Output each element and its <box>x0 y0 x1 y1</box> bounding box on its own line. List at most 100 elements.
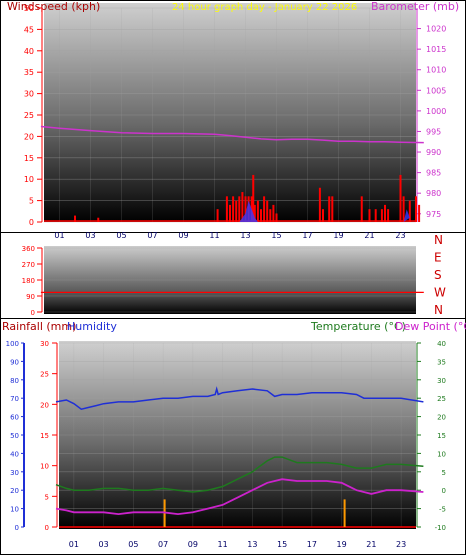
humidity-line <box>55 386 424 411</box>
temp-tick-label: 35 <box>437 358 446 366</box>
compass-label: S <box>434 268 442 282</box>
direction-tick-label: 180 <box>22 277 35 285</box>
wind-tick-label: 20 <box>24 132 34 141</box>
temp-x-tick-label: 03 <box>99 540 109 549</box>
humidity-tick-label: 50 <box>10 432 19 440</box>
direction-tick-label: 0 <box>31 309 35 317</box>
wind-x-tick-label: 23 <box>395 231 405 240</box>
wind-bar <box>238 196 241 222</box>
wind-bar <box>74 215 76 222</box>
temp-x-tick-label: 23 <box>396 540 406 549</box>
wind-bar <box>97 217 100 222</box>
humidity-tick-label: 90 <box>10 358 19 366</box>
wind-tick-label: 25 <box>24 111 34 120</box>
wind-bar <box>418 204 421 222</box>
temp-tick-label: -5 <box>439 506 446 514</box>
wind-bar <box>250 196 253 222</box>
temp-tick-label: 30 <box>437 377 446 385</box>
wind-bar <box>229 204 231 222</box>
temp-x-tick-label: 21 <box>366 540 376 549</box>
wind-tick-label: 30 <box>24 90 34 99</box>
wind-bar <box>318 187 321 222</box>
rainfall-axis-label: Rainfall (mm) <box>2 320 76 333</box>
temp-tick-label: 25 <box>437 395 446 403</box>
wind-bar <box>252 174 255 222</box>
temp-x-tick-label: 19 <box>337 540 347 549</box>
wind-bar <box>408 200 411 222</box>
humidity-axis-label: Humidity <box>67 320 117 333</box>
wind-tick-label: 35 <box>24 68 34 77</box>
wind-bar <box>380 209 383 222</box>
temp-x-tick-label: 11 <box>218 540 228 549</box>
temp-tick-label: -10 <box>435 524 446 532</box>
wind-bar <box>272 204 275 222</box>
barometer-tick-label: 1005 <box>426 86 446 95</box>
wind-bar <box>266 200 269 222</box>
windspeed-axis-label: Windspeed (kph) <box>7 0 100 13</box>
wind-bar <box>216 209 219 222</box>
wind-bar <box>368 209 371 222</box>
wind-tick-label: 0 <box>29 218 34 227</box>
wind-bar <box>269 209 272 222</box>
temp-x-tick-label: 05 <box>128 540 138 549</box>
barometer-tick-label: 1020 <box>426 25 446 34</box>
chart-title: 24 hour graph day - January 22 2026 <box>172 2 357 13</box>
barometer-tick-label: 980 <box>426 189 441 198</box>
humidity-tick-label: 0 <box>15 524 19 532</box>
wind-bar <box>241 192 244 222</box>
wind-x-tick-label: 05 <box>116 231 126 240</box>
rain-tick-label: 5 <box>45 493 49 501</box>
barometer-tick-label: 1010 <box>426 66 446 75</box>
temp-x-tick-label: 13 <box>247 540 257 549</box>
wind-gust-area <box>239 200 410 222</box>
rain-tick-label: 15 <box>40 432 49 440</box>
barometer-tick-label: 1015 <box>426 45 446 54</box>
wind-bar <box>260 209 262 222</box>
wind-bar <box>374 209 377 222</box>
humidity-tick-label: 30 <box>10 469 19 477</box>
rain-tick-label: 25 <box>40 371 49 379</box>
rain-tick-label: 0 <box>45 524 49 532</box>
direction-tick-label: 270 <box>22 261 35 269</box>
temp-tick-label: 10 <box>437 450 446 458</box>
wind-bar <box>399 174 402 222</box>
wind-tick-label: 40 <box>24 47 34 56</box>
wind-bar <box>387 209 390 222</box>
wind-tick-label: 10 <box>24 175 34 184</box>
wind-x-tick-label: 13 <box>240 231 250 240</box>
barometer-tick-label: 985 <box>426 169 441 178</box>
direction-tick-label: 360 <box>22 245 35 253</box>
wind-x-tick-label: 19 <box>333 231 343 240</box>
wind-bar <box>322 209 324 222</box>
wind-tick-label: 50 <box>24 4 34 13</box>
wind-x-tick-label: 21 <box>364 231 374 240</box>
humidity-tick-label: 40 <box>10 450 19 458</box>
compass-label: W <box>434 286 446 300</box>
wind-tick-label: 45 <box>24 25 34 34</box>
dewpoint-line <box>55 478 424 516</box>
wind-bar <box>244 196 247 222</box>
wind-x-tick-label: 03 <box>85 231 95 240</box>
compass-label: E <box>434 251 442 265</box>
wind-x-tick-label: 15 <box>271 231 281 240</box>
rain-tick-label: 10 <box>40 463 49 471</box>
wind-bar <box>328 196 331 222</box>
barometer-axis-label: Barometer (mb) <box>371 0 459 13</box>
temp-tick-label: 15 <box>437 432 446 440</box>
wind-bar <box>263 196 266 222</box>
rain-tick-label: 30 <box>40 340 49 348</box>
wind-bar <box>384 204 386 222</box>
wind-tick-label: 15 <box>24 154 34 163</box>
barometer-tick-label: 1000 <box>426 107 446 116</box>
direction-tick-label: 90 <box>26 293 35 301</box>
barometer-line <box>40 125 424 144</box>
humidity-tick-label: 100 <box>6 340 19 348</box>
wind-bar <box>253 204 256 222</box>
wind-plot-area <box>44 3 416 222</box>
wind-x-tick-label: 17 <box>302 231 312 240</box>
temperature-line <box>55 456 424 493</box>
wind-bar <box>256 200 259 222</box>
compass-label: N <box>434 303 443 317</box>
barometer-tick-label: 990 <box>426 148 441 157</box>
